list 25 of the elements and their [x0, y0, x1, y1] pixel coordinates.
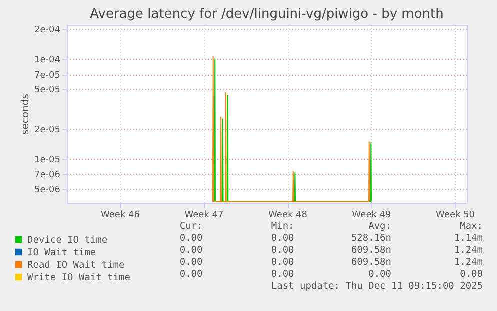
legend-label: Read IO Wait time — [28, 260, 126, 271]
y-tick-label: 5e-06 — [34, 185, 61, 196]
x-tick-label: Week 50 — [436, 210, 476, 220]
y-tick-label: 5e-05 — [34, 86, 60, 96]
x-tick-label: Week 48 — [268, 210, 308, 220]
text: 0.00 0.00 609.58n 1.24m — [178, 245, 483, 256]
text: Cur: Min: Avg: Max: — [178, 221, 483, 232]
x-tick-label: Week 47 — [184, 210, 224, 220]
chart-title: Average latency for /dev/linguini-vg/piwigo - by month — [90, 7, 444, 22]
y-tick-label: 2e-04 — [34, 26, 61, 36]
y-tick-label: 1e-05 — [34, 155, 60, 166]
legend-label: Device IO time — [28, 234, 108, 246]
text: 0.00 0.00 528.16n 1.14m — [178, 233, 483, 244]
text: Last update: Thu Dec 11 09:15:00 2025 — [271, 281, 483, 292]
y-tick-label: 1e-04 — [34, 56, 61, 66]
x-tick-label: Week 49 — [352, 210, 392, 220]
text: 0.00 0.00 609.58n 1.24m — [178, 257, 483, 268]
legend-label: Write IO Wait time — [28, 272, 131, 284]
y-tick-label: 7e-05 — [34, 71, 60, 82]
y-axis-title: seconds — [20, 94, 32, 135]
y-tick-label: 7e-06 — [34, 170, 61, 181]
legend-label: IO Wait time — [28, 247, 96, 258]
x-tick-label: Week 46 — [101, 210, 140, 220]
y-tick-label: 2e-05 — [34, 125, 60, 136]
text: 0.00 0.00 0.00 0.00 — [178, 269, 483, 280]
